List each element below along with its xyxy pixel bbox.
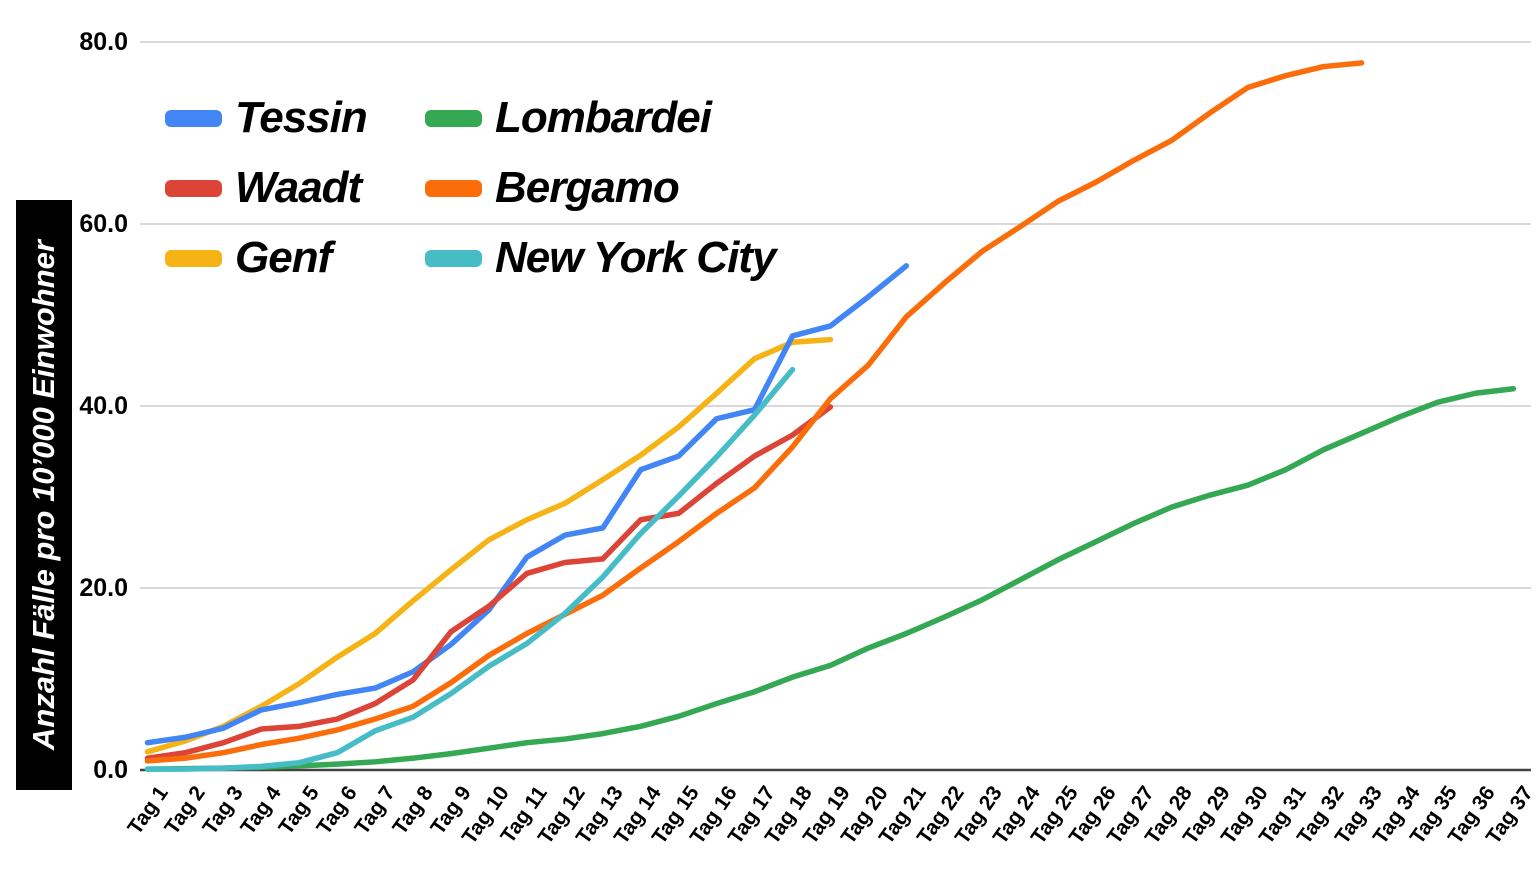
legend-item-tessin: Tessin <box>165 93 368 142</box>
y-tick-label-80.0: 80.0 <box>79 28 128 56</box>
legend-swatch-genf <box>165 249 222 267</box>
legend-item-waadt: Waadt <box>165 163 362 212</box>
legend-label: Tessin <box>235 93 368 142</box>
series-line-bergamo <box>144 60 1365 764</box>
y-tick-label-0.0: 0.0 <box>93 756 128 784</box>
series-line-lombardei <box>144 385 1517 772</box>
series-line-waadt <box>144 404 834 761</box>
series-line-genf <box>144 336 834 755</box>
legend-label: Waadt <box>235 163 362 212</box>
legend-item-bergamo: Bergamo <box>425 163 680 212</box>
legend-item-genf: Genf <box>165 233 332 282</box>
y-tick-label-20.0: 20.0 <box>79 574 128 602</box>
legend-label: New York City <box>495 233 776 282</box>
y-axis-title-strip: Anzahl Fälle pro 10’000 Einwohner <box>16 200 72 790</box>
legend-swatch-lombardei <box>425 109 482 127</box>
series-line-new-york-city <box>144 366 796 772</box>
legend-label: Genf <box>235 233 332 282</box>
legend-swatch-bergamo <box>425 179 482 197</box>
legend-item-new-york-city: New York City <box>425 233 776 282</box>
legend-label: Bergamo <box>495 163 680 212</box>
legend-label: Lombardei <box>495 93 712 142</box>
legend-swatch-tessin <box>165 109 222 127</box>
y-tick-label-60.0: 60.0 <box>79 210 128 238</box>
legend-item-lombardei: Lombardei <box>425 93 712 142</box>
legend-swatch-new-york-city <box>425 249 482 267</box>
y-axis-title: Anzahl Fälle pro 10’000 Einwohner <box>26 240 61 750</box>
y-tick-label-40.0: 40.0 <box>79 392 128 420</box>
series-line-tessin <box>144 263 910 746</box>
legend-swatch-waadt <box>165 179 222 197</box>
